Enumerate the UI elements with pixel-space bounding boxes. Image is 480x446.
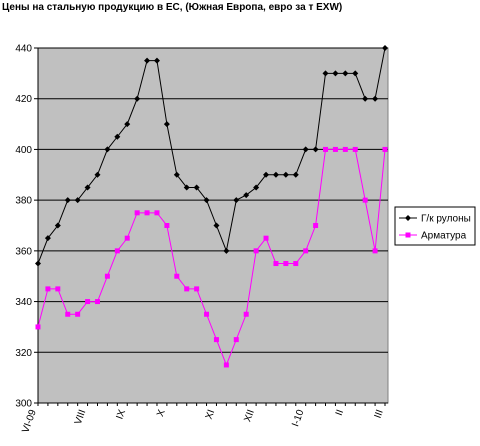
marker: [35, 260, 41, 267]
legend-marker: [405, 215, 411, 221]
y-tick-label: 300: [15, 399, 32, 410]
marker: [45, 286, 51, 292]
marker: [253, 184, 260, 191]
marker: [74, 197, 81, 204]
x-tick-label: X: [155, 408, 168, 418]
marker: [114, 248, 120, 254]
marker: [243, 192, 250, 199]
x-tick-label: VI-09: [20, 408, 39, 435]
marker: [233, 197, 240, 204]
marker: [85, 299, 91, 305]
marker: [273, 261, 279, 267]
marker: [313, 223, 319, 228]
marker: [293, 261, 299, 267]
marker: [94, 299, 100, 305]
marker: [44, 235, 51, 242]
marker: [292, 171, 299, 178]
marker: [163, 121, 170, 128]
marker: [362, 95, 369, 102]
marker: [253, 248, 259, 254]
y-tick-label: 360: [15, 246, 32, 257]
marker: [203, 197, 210, 204]
marker: [153, 57, 160, 64]
marker: [342, 146, 348, 152]
x-tick-label: IX: [114, 408, 128, 421]
marker: [282, 171, 289, 178]
marker: [35, 324, 41, 330]
marker: [322, 70, 329, 77]
marker: [173, 171, 180, 178]
marker: [104, 273, 110, 279]
marker: [124, 121, 131, 128]
marker: [352, 70, 359, 77]
marker: [124, 235, 130, 241]
marker: [104, 146, 111, 153]
y-tick-label: 380: [15, 196, 32, 207]
legend-label: Г/к рулоны: [421, 214, 471, 225]
marker: [94, 171, 101, 178]
marker: [54, 222, 61, 229]
marker: [283, 261, 289, 267]
marker: [144, 210, 150, 216]
marker: [154, 210, 160, 216]
marker: [213, 222, 220, 229]
marker: [184, 286, 190, 292]
y-tick-label: 320: [15, 348, 32, 359]
marker: [65, 311, 71, 317]
marker: [372, 95, 379, 102]
marker: [323, 146, 329, 152]
marker: [223, 362, 229, 368]
marker: [144, 57, 151, 64]
marker: [303, 248, 309, 254]
marker: [272, 171, 279, 178]
legend-marker: [405, 232, 411, 238]
marker: [342, 70, 349, 77]
marker: [134, 210, 140, 216]
x-tick-label: III: [373, 408, 386, 420]
marker: [382, 45, 388, 51]
marker: [332, 70, 339, 77]
marker: [114, 133, 121, 140]
plot-area: [37, 47, 389, 404]
legend-box: [394, 206, 476, 246]
marker: [64, 197, 71, 204]
marker: [332, 146, 338, 152]
chart-title: Цены на стальную продукцию в ЕС, (Южная …: [2, 2, 342, 13]
marker: [352, 146, 358, 152]
x-tick-label: XII: [242, 408, 257, 423]
marker: [194, 286, 200, 292]
legend-label: Арматура: [421, 231, 467, 242]
marker: [213, 337, 219, 343]
x-tick-label: II: [334, 408, 346, 417]
marker: [263, 171, 270, 178]
x-tick-label: I-10: [290, 408, 306, 428]
marker: [134, 95, 141, 102]
marker: [312, 146, 319, 153]
x-tick-label: XI: [204, 408, 218, 421]
marker: [243, 311, 249, 317]
y-tick-label: 340: [15, 297, 32, 308]
marker: [372, 248, 378, 254]
marker: [193, 184, 200, 191]
marker: [204, 311, 210, 317]
marker: [84, 184, 91, 191]
x-tick-label: VIII: [73, 408, 88, 426]
marker: [75, 311, 81, 317]
marker: [183, 184, 190, 191]
y-tick-label: 440: [15, 44, 32, 55]
y-tick-label: 420: [15, 94, 32, 105]
marker: [55, 286, 61, 292]
marker: [382, 146, 388, 152]
y-tick-label: 400: [15, 145, 32, 156]
marker: [223, 247, 230, 254]
marker: [164, 223, 170, 228]
marker: [263, 235, 269, 241]
marker: [233, 337, 239, 343]
marker: [362, 197, 368, 203]
marker: [174, 273, 180, 279]
marker: [302, 146, 309, 153]
